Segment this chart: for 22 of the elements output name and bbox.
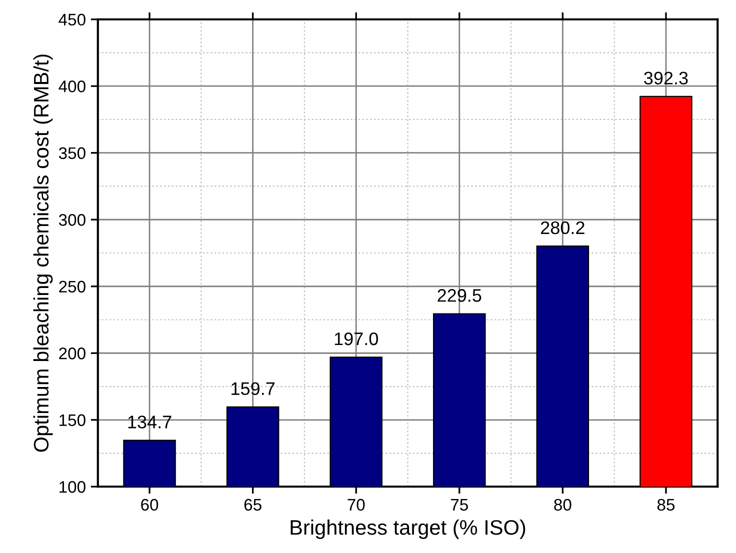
data-label: 197.0 (334, 332, 378, 346)
y-tick-label: 200 (59, 348, 86, 360)
data-label: 159.7 (232, 382, 275, 396)
y-tick-label: 250 (59, 280, 86, 293)
y-tick-label: 100 (60, 481, 86, 493)
data-label: 134.7 (128, 416, 172, 428)
x-tick-label: 70 (348, 498, 365, 511)
y-tick-label: 450 (58, 14, 86, 26)
x-tick-label: 75 (450, 499, 468, 511)
x-tick-label: 85 (657, 498, 675, 511)
data-label: 229.5 (438, 289, 482, 302)
data-label: 280.2 (540, 221, 584, 234)
y-tick-label: 400 (58, 80, 86, 92)
x-axis-title: Brightness target (% ISO) (290, 520, 526, 539)
y-axis-title: Optimum bleaching chemicals cost (RMB/t) (33, 54, 53, 452)
y-tick-label: 150 (60, 414, 86, 426)
x-tick-label: 60 (141, 498, 158, 511)
x-tick-label: 80 (554, 498, 572, 511)
y-tick-label: 300 (58, 214, 86, 226)
x-tick-label: 65 (244, 498, 262, 511)
data-label: 392.3 (644, 72, 688, 84)
y-tick-label: 350 (58, 147, 86, 160)
